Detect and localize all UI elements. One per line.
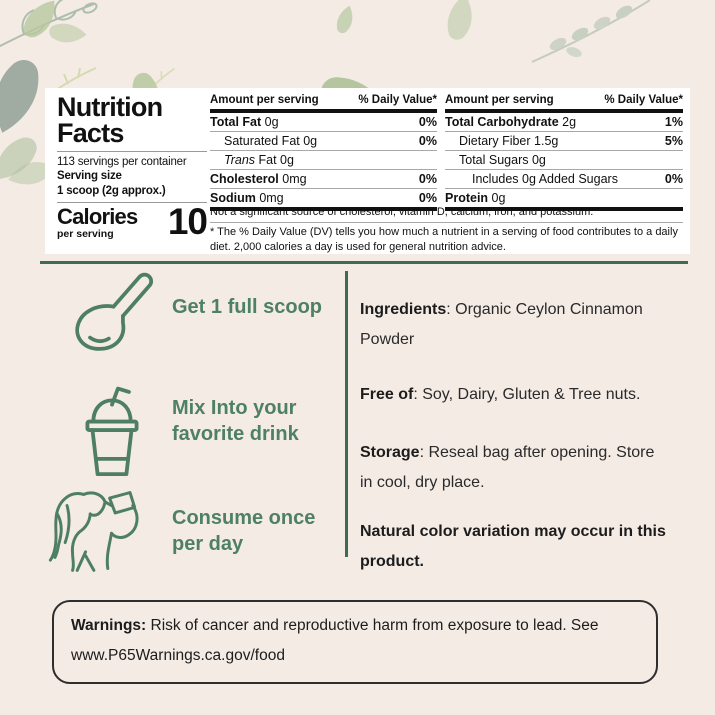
warnings-box: Warnings: Risk of cancer and reproductiv… bbox=[52, 600, 658, 685]
servings-per-container: 113 servings per container bbox=[57, 155, 187, 168]
nutrition-row: Trans Fat 0g bbox=[210, 150, 437, 169]
nutrition-row: Sodium 0mg 0% bbox=[210, 188, 437, 207]
storage-label: Storage bbox=[360, 444, 420, 461]
calories-row: Calories per serving 10 bbox=[57, 201, 208, 243]
daily-value: 0% bbox=[664, 171, 683, 186]
dv-header: % Daily Value* bbox=[604, 94, 683, 106]
divider bbox=[57, 150, 207, 152]
nutrition-row: Total Sugars 0g bbox=[445, 150, 683, 169]
leaf-decoration bbox=[336, 5, 353, 34]
thick-rule bbox=[210, 109, 437, 113]
storage-text: Storage: Reseal bag after opening. Store… bbox=[360, 444, 655, 491]
daily-value: 0% bbox=[418, 114, 437, 129]
instruction-step-2: Mix Into your favorite drink bbox=[172, 397, 299, 445]
warnings-text: Risk of cancer and reproductive harm fro… bbox=[71, 617, 599, 665]
ingredients-label: Ingredients bbox=[360, 301, 447, 318]
nutrition-facts-summary: Nutrition Facts 113 servings per contain… bbox=[57, 92, 208, 243]
daily-value: 1% bbox=[664, 114, 683, 129]
serving-size-value: 1 scoop (2g approx.) bbox=[57, 184, 166, 197]
calories-label: Calories bbox=[57, 204, 138, 230]
horizontal-divider bbox=[40, 261, 688, 264]
nutrition-table-right: Amount per serving % Daily Value* Total … bbox=[445, 94, 683, 211]
nutrition-row: Includes 0g Added Sugars 0% bbox=[445, 169, 683, 188]
leaf-decoration bbox=[23, 0, 55, 38]
instruction-step-3: Consume once per day bbox=[172, 507, 316, 555]
instruction-step-1: Get 1 full scoop bbox=[172, 296, 323, 318]
vertical-divider bbox=[345, 271, 348, 557]
amount-header: Amount per serving bbox=[210, 94, 319, 106]
daily-value-footnote: * The % Daily Value (DV) tells you how m… bbox=[210, 226, 678, 253]
dv-header: % Daily Value* bbox=[358, 94, 437, 106]
daily-value: 5% bbox=[664, 133, 683, 148]
free-of-text: Free of: Soy, Dairy, Gluten & Tree nuts. bbox=[360, 386, 641, 403]
eucalyptus-decoration bbox=[531, 0, 651, 63]
nutrition-table-left: Amount per serving % Daily Value* Total … bbox=[210, 94, 437, 211]
divider bbox=[210, 222, 683, 224]
warnings-label: Warnings: bbox=[71, 617, 147, 634]
leaf-decoration bbox=[8, 162, 50, 185]
amount-header: Amount per serving bbox=[445, 94, 554, 106]
daily-value: 0% bbox=[418, 171, 437, 186]
nutrition-footnotes: Not a significant source of cholesterol,… bbox=[210, 203, 683, 254]
nutrition-row: Protein 0g bbox=[445, 188, 683, 207]
sprig-decoration bbox=[55, 67, 97, 91]
daily-value: 0% bbox=[418, 190, 437, 205]
calories-value: 10 bbox=[167, 201, 208, 243]
color-variation-note: Natural color variation may occur in thi… bbox=[360, 523, 666, 570]
table-header: Amount per serving % Daily Value* bbox=[210, 94, 437, 109]
table-header: Amount per serving % Daily Value* bbox=[445, 94, 683, 109]
not-significant-note: Not a significant source of cholesterol,… bbox=[210, 206, 594, 218]
thick-rule bbox=[445, 109, 683, 113]
nutrition-row: Total Carbohydrate 2g 1% bbox=[445, 114, 683, 129]
calories-sublabel: per serving bbox=[57, 228, 114, 241]
nutrition-row: Saturated Fat 0g 0% bbox=[210, 131, 437, 150]
nutrition-facts-title: Nutrition Facts bbox=[57, 92, 207, 149]
leaf-decoration bbox=[0, 137, 37, 180]
leaf-decoration bbox=[49, 23, 87, 43]
leaf-decoration bbox=[447, 0, 472, 40]
leaf-decoration bbox=[0, 60, 39, 133]
nutrition-facts-panel: Nutrition Facts 113 servings per contain… bbox=[45, 88, 690, 254]
nutrition-row: Total Fat 0g 0% bbox=[210, 114, 437, 129]
drink-cup-icon bbox=[85, 386, 139, 477]
nutrition-row: Cholesterol 0mg 0% bbox=[210, 169, 437, 188]
scoop-icon bbox=[75, 272, 153, 351]
person-drinking-icon bbox=[48, 491, 139, 572]
serving-size-label: Serving size bbox=[57, 170, 122, 183]
title-line-1: Nutrition bbox=[57, 92, 163, 122]
title-line-2: Facts bbox=[57, 118, 124, 149]
nutrition-row: Dietary Fiber 1.5g 5% bbox=[445, 131, 683, 150]
thick-rule bbox=[445, 207, 683, 211]
divider bbox=[57, 202, 207, 204]
daily-value: 0% bbox=[418, 133, 437, 148]
ingredients-text: Ingredients: Organic Ceylon Cinnamon Pow… bbox=[360, 301, 643, 348]
free-of-label: Free of bbox=[360, 386, 414, 403]
thick-rule bbox=[210, 207, 437, 211]
